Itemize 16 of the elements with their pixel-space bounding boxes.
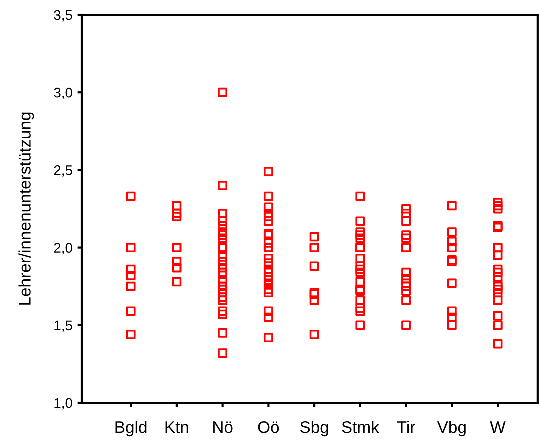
y-tick-label: 1,5 [54, 320, 72, 332]
x-tick-label: W [490, 422, 506, 434]
x-tick-label: Ktn [166, 422, 188, 434]
x-tick-label: Oö [258, 421, 280, 434]
y-tick-label: 1,0 [54, 398, 72, 410]
y-tick-label: 3,0 [54, 88, 72, 100]
y-tick-label: 3,5 [54, 10, 72, 22]
y-tick-label: 2,0 [54, 243, 72, 255]
x-tick-label: Vbg [437, 421, 466, 437]
x-tick-label: Nö [214, 422, 233, 434]
x-tick-label: Sbg [300, 421, 328, 437]
y-axis-title: Lehrer/innenunterstützung [18, 112, 34, 305]
x-tick-label: Bgld [116, 421, 147, 437]
x-tick-label: Tir [397, 421, 416, 434]
x-tick-label: Stmk [342, 421, 380, 434]
y-tick-label: 2,5 [54, 166, 72, 178]
